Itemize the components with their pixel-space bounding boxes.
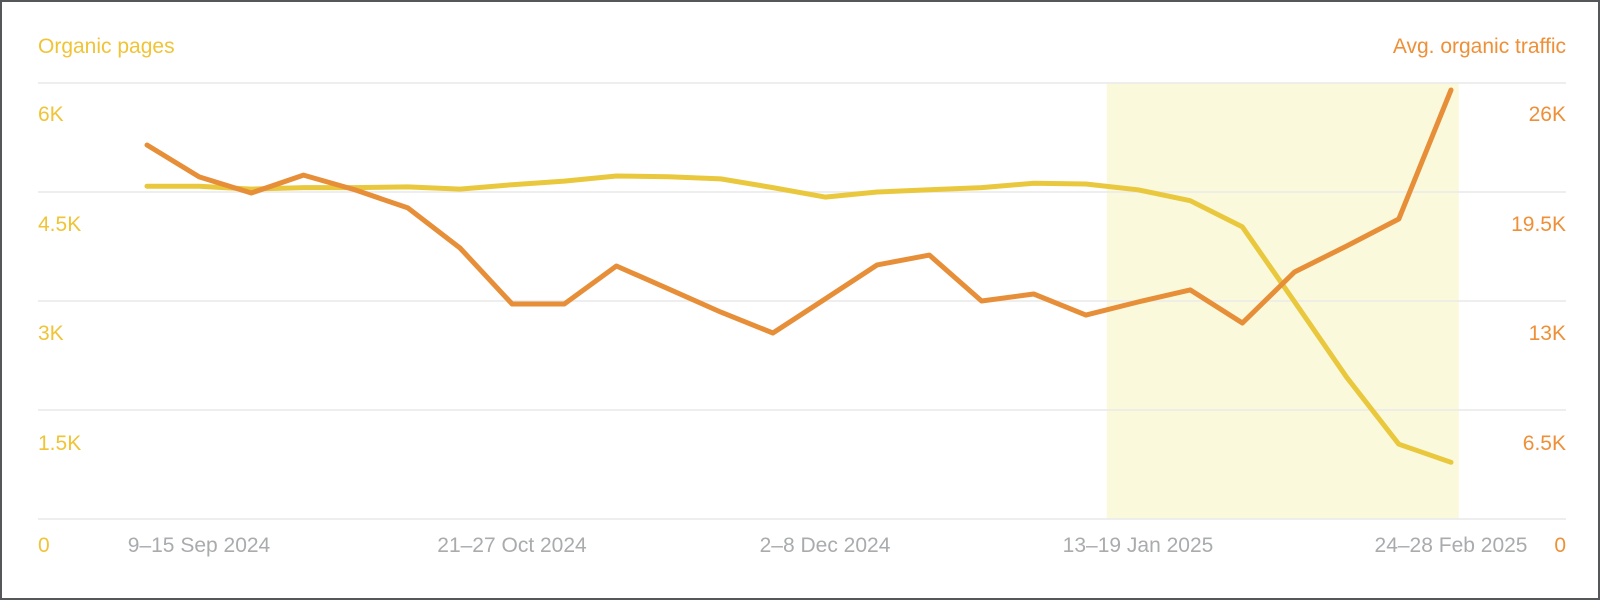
avg-organic-traffic-line[interactable]	[144, 87, 1454, 336]
right-axis-title: Avg. organic traffic	[1393, 35, 1566, 58]
x-axis-tick-sep: 9–15 Sep 2024	[128, 534, 271, 557]
organic-pages-line[interactable]	[144, 173, 1454, 465]
right-axis-tick-13k: 13K	[1529, 322, 1566, 345]
plot-area	[38, 82, 1566, 520]
left-axis-tick-0: 0	[38, 534, 50, 557]
right-axis-tick-6-5k: 6.5K	[1523, 432, 1566, 455]
x-axis-tick-feb: 24–28 Feb 2025	[1375, 534, 1528, 557]
right-axis-tick-26k: 26K	[1529, 103, 1566, 126]
left-axis-tick-3k: 3K	[38, 322, 64, 345]
right-axis-tick-0: 0	[1554, 534, 1566, 557]
right-axis-tick-19-5k: 19.5K	[1511, 213, 1566, 236]
left-axis-tick-1-5k: 1.5K	[38, 432, 81, 455]
left-axis-title: Organic pages	[38, 35, 175, 58]
x-axis-tick-oct: 21–27 Oct 2024	[437, 534, 587, 557]
left-axis-tick-6k: 6K	[38, 103, 64, 126]
x-axis-tick-jan: 13–19 Jan 2025	[1063, 534, 1214, 557]
left-axis-tick-4-5k: 4.5K	[38, 213, 81, 236]
x-axis-tick-dec: 2–8 Dec 2024	[760, 534, 891, 557]
